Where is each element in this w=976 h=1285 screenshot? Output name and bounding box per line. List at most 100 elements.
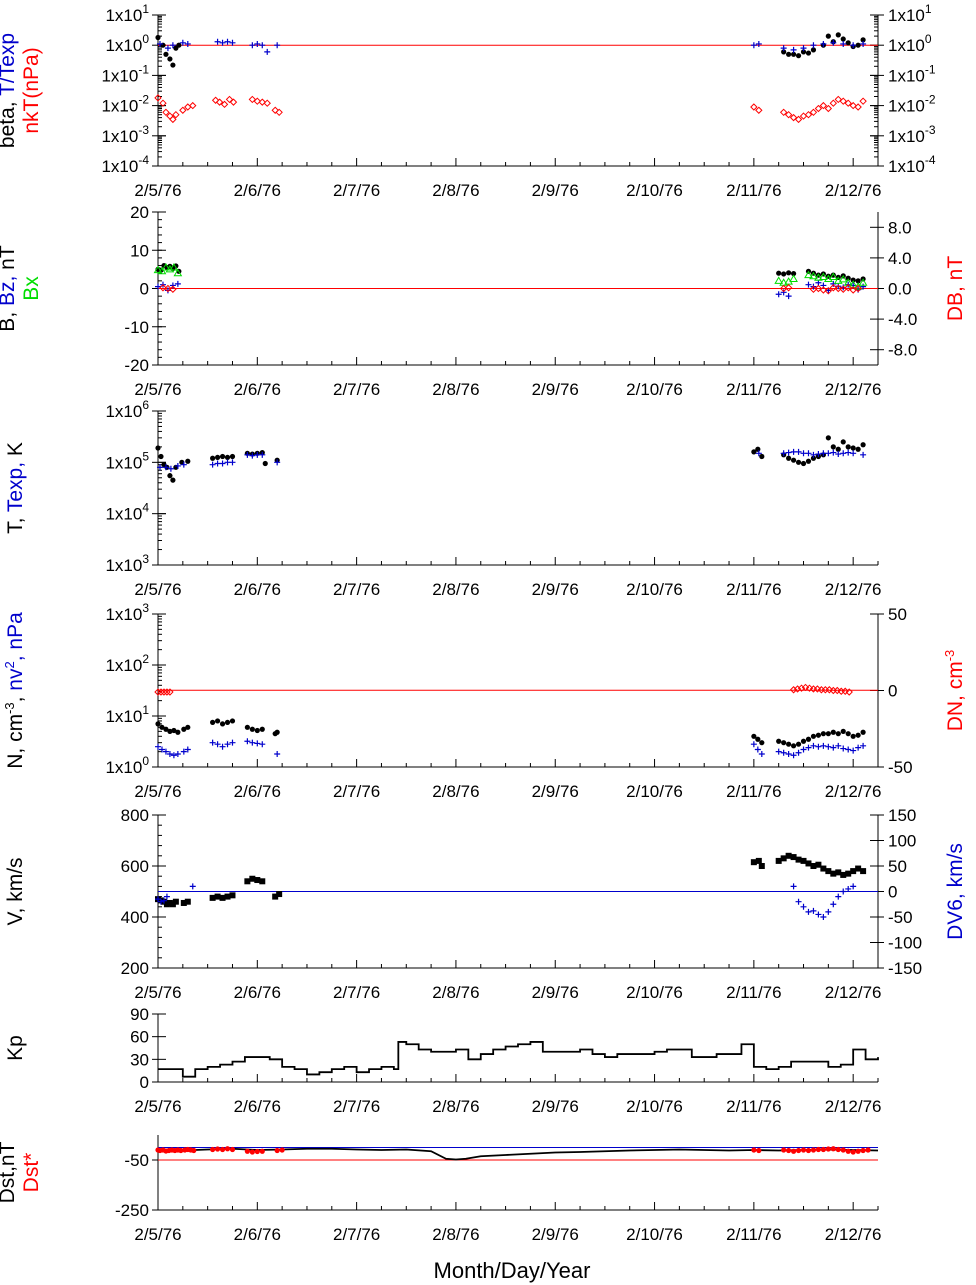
- panel-bfield-x-tick-label: 2/6/76: [234, 380, 281, 399]
- panel-bfield-x-tick-label: 2/7/76: [333, 380, 380, 399]
- panel-bfield-ylabel-left-part-1: Bz,: [0, 270, 19, 306]
- panel-beta-series-2-point: [844, 99, 852, 107]
- panel-density-series-2-point: [166, 688, 174, 696]
- panel-velocity-series-0-point: [750, 859, 757, 866]
- panel-beta-series-2-point: [854, 103, 862, 111]
- panel-beta-ylabel-left2: nkT(nPa): [20, 47, 43, 133]
- panel-bfield-x-tick-label: 2/8/76: [432, 380, 479, 399]
- panel-density-series-0-point: [845, 731, 851, 737]
- panel-density-series-1-point: [750, 741, 757, 748]
- panel-beta-y-tick-label-right-0-exp: 1: [925, 2, 932, 16]
- panel-density-series-1-point: [850, 747, 857, 754]
- panel-bfield-y-tick-label-3: -10: [124, 318, 149, 337]
- panel-temp-y-tick-label-3-base: 1x10: [105, 556, 142, 575]
- panel-velocity-series-0-point: [184, 898, 191, 905]
- panel-density-x-tick-label: 2/7/76: [333, 782, 380, 801]
- panel-temp-series-0-point: [795, 459, 802, 465]
- panel-temp-series-1-point: [850, 450, 857, 457]
- panel-beta-y-tick-label-right-3-exp: -2: [925, 93, 936, 107]
- panel-beta-x-tick-label: 2/7/76: [333, 181, 380, 200]
- panel-beta-y-tick-label-5: 1x10-4: [101, 153, 149, 176]
- panel-velocity-series-0-point: [219, 894, 226, 901]
- panel-dst-series-1-point: [254, 1148, 260, 1155]
- panel-beta-series-1-point: [229, 39, 236, 46]
- panel-beta-y-tick-label-1-exp: 0: [142, 32, 149, 46]
- panel-temp-series-0-point: [167, 473, 173, 479]
- panel-kp-x-tick-label: 2/8/76: [432, 1097, 479, 1116]
- panel-density-series-2-point: [813, 685, 822, 693]
- panel-bfield-ylabel-right-part-0: DB, nT: [944, 256, 967, 322]
- panel-beta-y-tick-label-right-5-base: 1x10: [888, 157, 925, 176]
- panel-beta-series-2-point: [225, 95, 234, 104]
- panel-velocity-series-0-point: [259, 878, 266, 885]
- panel-density-y-tick-label-0: 1x103: [105, 601, 149, 624]
- panel-kp-x-tick-label: 2/10/76: [626, 1097, 683, 1116]
- panel-temp-series-1-point: [274, 459, 281, 466]
- panel-velocity-series-1-point: [835, 893, 842, 900]
- panel-velocity-series-1-point: [825, 908, 832, 915]
- panel-density-series-0-point: [786, 741, 792, 747]
- panel-velocity-y-tick-label-2: 400: [121, 908, 149, 927]
- panel-beta-series-0-point: [176, 42, 182, 48]
- panel-temp-series-0-point: [158, 453, 164, 460]
- panel-density-series-1-point: [800, 746, 807, 753]
- panel-bfield-series-3-point: [844, 284, 852, 292]
- panel-density-series-1-point: [229, 739, 236, 746]
- panel-velocity-y-tick-label-3: 200: [121, 959, 149, 978]
- panel-bfield-series-2-point: [809, 271, 818, 280]
- panel-density-y-tick-label-1: 1x102: [105, 652, 149, 675]
- panel-temp-series-1-point: [835, 451, 842, 458]
- panel-velocity-x-tick-label: 2/10/76: [626, 983, 683, 1002]
- panel-bfield-x-tick-label: 2/9/76: [532, 380, 579, 399]
- panel-velocity: 2/5/76 2/6/76 2/7/76 2/8/76 2/9/76 2/10/76 2/1…: [4, 806, 967, 1002]
- panel-bfield-series-2-point: [173, 268, 183, 277]
- panel-beta-series-1-point: [840, 40, 847, 47]
- panel-dst-x-tick-label: 2/9/76: [532, 1225, 579, 1244]
- panel-dst-series-1-point: [810, 1147, 817, 1153]
- panel-temp-series-0-point: [210, 455, 216, 461]
- panel-bfield-x-tick-label: 2/5/76: [134, 380, 181, 399]
- panel-dst-series-1-point: [751, 1147, 757, 1153]
- panel-temp-series-0-point: [810, 455, 817, 461]
- panel-temp-y-tick-label-0: 1x106: [105, 398, 149, 421]
- panel-beta-series-2-point: [159, 99, 167, 107]
- panel-dst-series-1-point: [830, 1146, 836, 1152]
- panel-bfield-series-0-point: [845, 275, 851, 281]
- panel-dst-y-tick-label-0: -50: [124, 1151, 149, 1170]
- panel-density-y-tick-label-2: 1x101: [105, 703, 149, 726]
- panel-bfield-series-1-point: [805, 281, 812, 288]
- panel-velocity-series-1-point: [830, 901, 837, 908]
- panel-beta-y-tick-label-5-base: 1x10: [101, 157, 138, 176]
- panel-beta-y-tick-label-right-1-base: 1x10: [888, 36, 925, 55]
- panel-beta-series-2-point: [189, 101, 197, 110]
- panel-beta-series-0-point: [790, 51, 797, 57]
- panel-temp-y-tick-label-3: 1x103: [105, 552, 149, 575]
- panel-beta-series-0-point: [860, 37, 866, 43]
- panel-temp-series-0-point: [840, 439, 846, 445]
- panel-temp-series-0-point: [786, 455, 792, 461]
- panel-dst-series-1-point: [229, 1146, 236, 1153]
- panel-dst-series-1-point: [795, 1147, 802, 1154]
- panel-density-ylabel-left-sup-0: -3: [2, 702, 17, 714]
- panel-temp-series-1-point: [810, 451, 817, 458]
- panel-density-y-tick-label-3: 1x100: [105, 754, 149, 777]
- panel-velocity-series-1-point: [840, 888, 847, 895]
- panel-bfield-series-2-point: [157, 266, 167, 275]
- panel-dst-series-1-point: [860, 1147, 866, 1154]
- panel-beta-series-0-point: [840, 36, 846, 42]
- panel-density-series-1-point: [170, 752, 177, 759]
- panel-velocity-series-0-point: [825, 868, 832, 875]
- panel-bfield-series-1-point: [169, 282, 176, 289]
- panel-kp-y-tick-label-1: 60: [130, 1028, 149, 1047]
- panel-kp-y-tick-label-3: 0: [140, 1073, 149, 1092]
- panel-bfield-series-2-point: [169, 262, 179, 271]
- panel-density-y-tick-label-2-exp: 1: [142, 703, 149, 717]
- panel-kp-y-tick-label-2: 30: [130, 1050, 149, 1069]
- panel-velocity-series-0-point: [224, 893, 231, 900]
- panel-density-series-0-point: [175, 729, 181, 735]
- panel-beta-y-tick-label-1: 1x100: [105, 32, 149, 55]
- panel-bfield-series-0-point: [790, 270, 797, 277]
- panel-dst: 2/5/76 2/6/76 2/7/76 2/8/76 2/9/76 2/10/76 2/1…: [0, 1135, 882, 1244]
- panel-velocity-series-0-point: [800, 857, 807, 864]
